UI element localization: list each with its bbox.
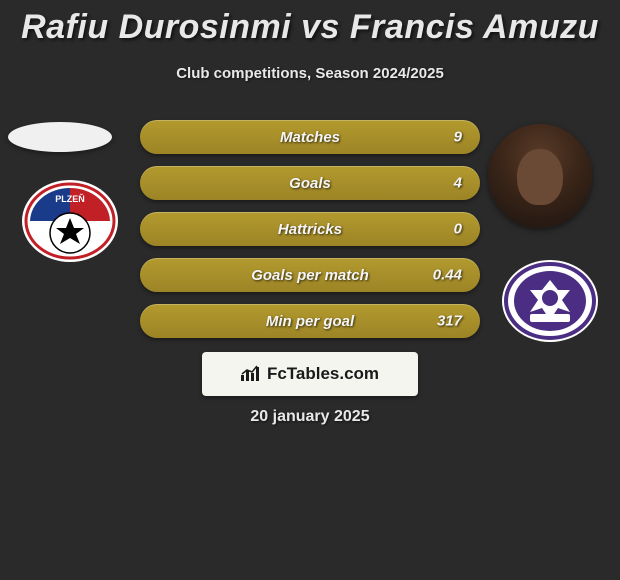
bar-chart-icon xyxy=(241,365,261,383)
stat-row-matches: Matches 9 xyxy=(140,120,480,154)
stat-row-min-per-goal: Min per goal 317 xyxy=(140,304,480,338)
branding-box: FcTables.com xyxy=(202,352,418,396)
stat-label: Goals xyxy=(289,175,331,192)
stat-label: Matches xyxy=(280,129,340,146)
stat-label: Min per goal xyxy=(266,313,354,330)
branding-text: FcTables.com xyxy=(267,364,379,384)
club-logo-left: PLZEŇ xyxy=(20,178,120,264)
stat-value-right: 0.44 xyxy=(433,267,462,284)
stat-label: Hattricks xyxy=(278,221,342,238)
player-avatar-left xyxy=(8,122,112,152)
stat-value-right: 9 xyxy=(454,129,462,146)
stat-label: Goals per match xyxy=(251,267,369,284)
club-logo-right xyxy=(500,258,600,344)
player-avatar-right xyxy=(488,124,592,228)
date-text: 20 january 2025 xyxy=(0,408,620,426)
stat-row-hattricks: Hattricks 0 xyxy=(140,212,480,246)
stat-row-goals-per-match: Goals per match 0.44 xyxy=(140,258,480,292)
stat-row-goals: Goals 4 xyxy=(140,166,480,200)
stats-list: Matches 9 Goals 4 Hattricks 0 Goals per … xyxy=(140,120,480,350)
stat-value-right: 0 xyxy=(454,221,462,238)
stat-value-right: 4 xyxy=(454,175,462,192)
subtitle: Club competitions, Season 2024/2025 xyxy=(0,65,620,82)
stat-value-right: 317 xyxy=(437,313,462,330)
svg-text:PLZEŇ: PLZEŇ xyxy=(55,193,85,204)
page-title: Rafiu Durosinmi vs Francis Amuzu xyxy=(0,0,620,47)
